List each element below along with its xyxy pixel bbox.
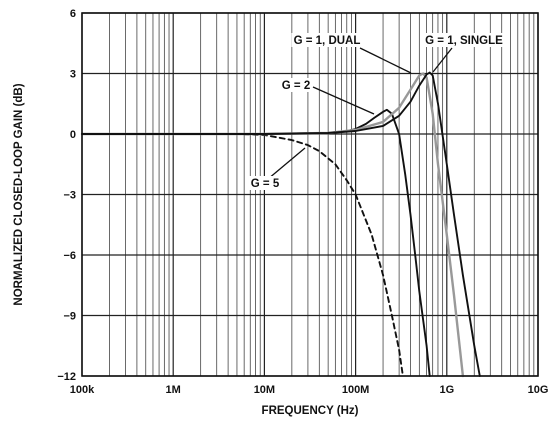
x-tick-labels: 100k 1M 10M 100M 1G 10G [70, 384, 549, 396]
x-tick-label: 10G [528, 384, 549, 396]
annotation-arrow-g5 [267, 147, 306, 180]
annotation-g1-dual: G = 1, DUAL [294, 35, 361, 47]
annotation-bg-g1-single [423, 33, 505, 47]
x-tick-label: 1G [439, 384, 454, 396]
annotation-bg-g2 [279, 78, 313, 92]
annotation-g2: G = 2 [282, 80, 310, 92]
annotations: G = 1, DUAL G = 1, SINGLE G = 2 G = 5 [248, 33, 505, 190]
y-tick-label: 3 [70, 69, 76, 81]
annotation-g1-single: G = 1, SINGLE [425, 35, 503, 47]
y-tick-labels: 6 3 0 −3 −6 −9 −12 [57, 8, 76, 383]
annotation-arrow-g2 [312, 86, 375, 115]
y-tick-label: 6 [70, 8, 76, 20]
x-axis-title: FREQUENCY (Hz) [262, 405, 359, 417]
x-tick-label: 10M [254, 384, 275, 396]
y-tick-label: −9 [63, 311, 76, 323]
annotation-arrow-g1-dual [359, 47, 412, 74]
y-tick-label: 0 [70, 129, 76, 141]
plot-frame [81, 12, 539, 377]
y-tick-label: −12 [57, 371, 76, 383]
annotation-bg-g5 [248, 176, 282, 190]
annotation-arrow-g1-single [432, 47, 453, 73]
x-tick-label: 100M [342, 384, 370, 396]
series-line-g1dual [80, 72, 465, 378]
x-tick-label: 100k [70, 384, 95, 396]
series-layer [80, 71, 481, 378]
x-tick-label: 1M [166, 384, 181, 396]
series-line-g1single [81, 71, 481, 377]
annotation-bg-g1-dual [291, 33, 363, 47]
annotation-g5: G = 5 [251, 178, 280, 190]
y-tick-label: −6 [63, 250, 76, 262]
y-tick-label: −3 [63, 190, 76, 202]
y-axis-title: NORMALIZED CLOSED-LOOP GAIN (dB) [13, 83, 25, 305]
